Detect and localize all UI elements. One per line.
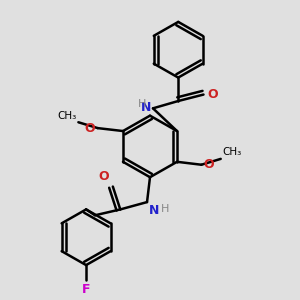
Text: H: H [161, 204, 170, 214]
Text: O: O [85, 122, 95, 135]
Text: H: H [137, 99, 146, 109]
Text: O: O [99, 170, 109, 183]
Text: CH₃: CH₃ [222, 147, 242, 158]
Text: N: N [148, 204, 159, 217]
Text: N: N [141, 101, 152, 114]
Text: F: F [82, 283, 90, 296]
Text: O: O [207, 88, 218, 101]
Text: O: O [204, 158, 214, 171]
Text: CH₃: CH₃ [58, 111, 77, 121]
